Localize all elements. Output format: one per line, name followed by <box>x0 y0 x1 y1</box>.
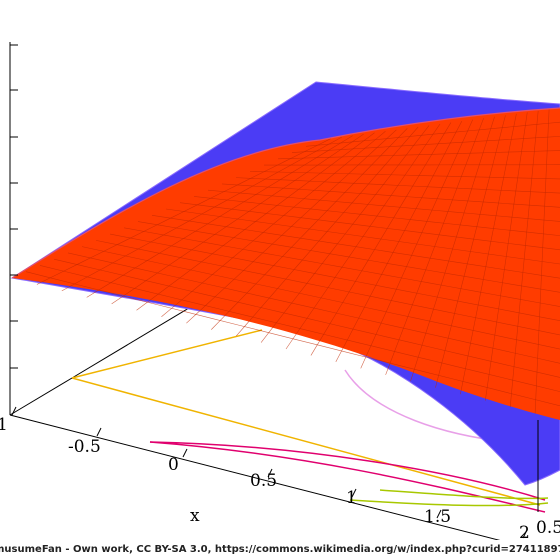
credit-line: musumeFan - Own work, CC BY-SA 3.0, http… <box>0 540 560 560</box>
red-grid-line <box>335 120 463 363</box>
x-axis-tick <box>351 488 357 498</box>
x-tick-label: -0.5 <box>68 437 101 457</box>
floor-curve <box>71 329 263 379</box>
x-tick-label: 0 <box>168 455 179 475</box>
red-grid-line <box>509 110 539 408</box>
x-axis-tick <box>522 529 528 539</box>
red-grid-line <box>235 177 560 194</box>
red-grid-line <box>291 136 560 153</box>
x-tick-label: 0.5 <box>250 471 277 491</box>
red-surface-body <box>12 108 560 420</box>
red-grid-line <box>305 121 560 147</box>
red-grid-line <box>534 109 550 414</box>
floor-curve <box>149 441 546 501</box>
y-tick-label: 0.5 <box>536 518 560 538</box>
credit-text: musumeFan - Own work, CC BY-SA 3.0, http… <box>0 544 560 555</box>
red-grid-line <box>310 122 452 356</box>
x-axis-tick <box>11 406 17 416</box>
red-grid-line <box>207 189 560 222</box>
floor-curve <box>379 489 549 500</box>
x-tick-label: 1.5 <box>424 507 451 527</box>
x-axis-line <box>9 414 546 553</box>
red-grid-line <box>410 116 495 382</box>
x-tick-label: 1 <box>346 488 357 508</box>
red-grid-line <box>460 113 517 395</box>
red-grid-line <box>484 112 528 401</box>
red-grid-line <box>221 183 560 208</box>
red-grid-line <box>193 196 560 236</box>
axes <box>9 42 546 553</box>
x-tick-label: 2 <box>519 523 530 543</box>
tick-labels: 1 -0.5 0 0.5 1 1.5 2 x 0.5 <box>0 415 560 543</box>
red-grid-line <box>277 150 560 160</box>
x-tick-label: 1 <box>0 415 8 435</box>
red-grid-line <box>435 115 506 388</box>
red-surface-edge <box>11 107 560 279</box>
red-grid-line <box>249 171 560 180</box>
x-axis-tick <box>436 509 442 519</box>
red-grid-line <box>179 202 560 251</box>
x-axis-title: x <box>190 506 200 526</box>
front-axis-line <box>9 377 73 416</box>
red-grid-line <box>385 118 484 375</box>
red-grid-line <box>360 119 474 369</box>
floor-curve <box>149 441 546 513</box>
x-axis-tick <box>182 448 188 458</box>
floor-curve <box>71 377 541 506</box>
red-grid-line <box>285 123 441 350</box>
red-surface <box>11 107 560 420</box>
floor-curve <box>349 499 549 507</box>
x-axis-tick <box>267 468 273 478</box>
x-axis-tick <box>96 427 102 437</box>
